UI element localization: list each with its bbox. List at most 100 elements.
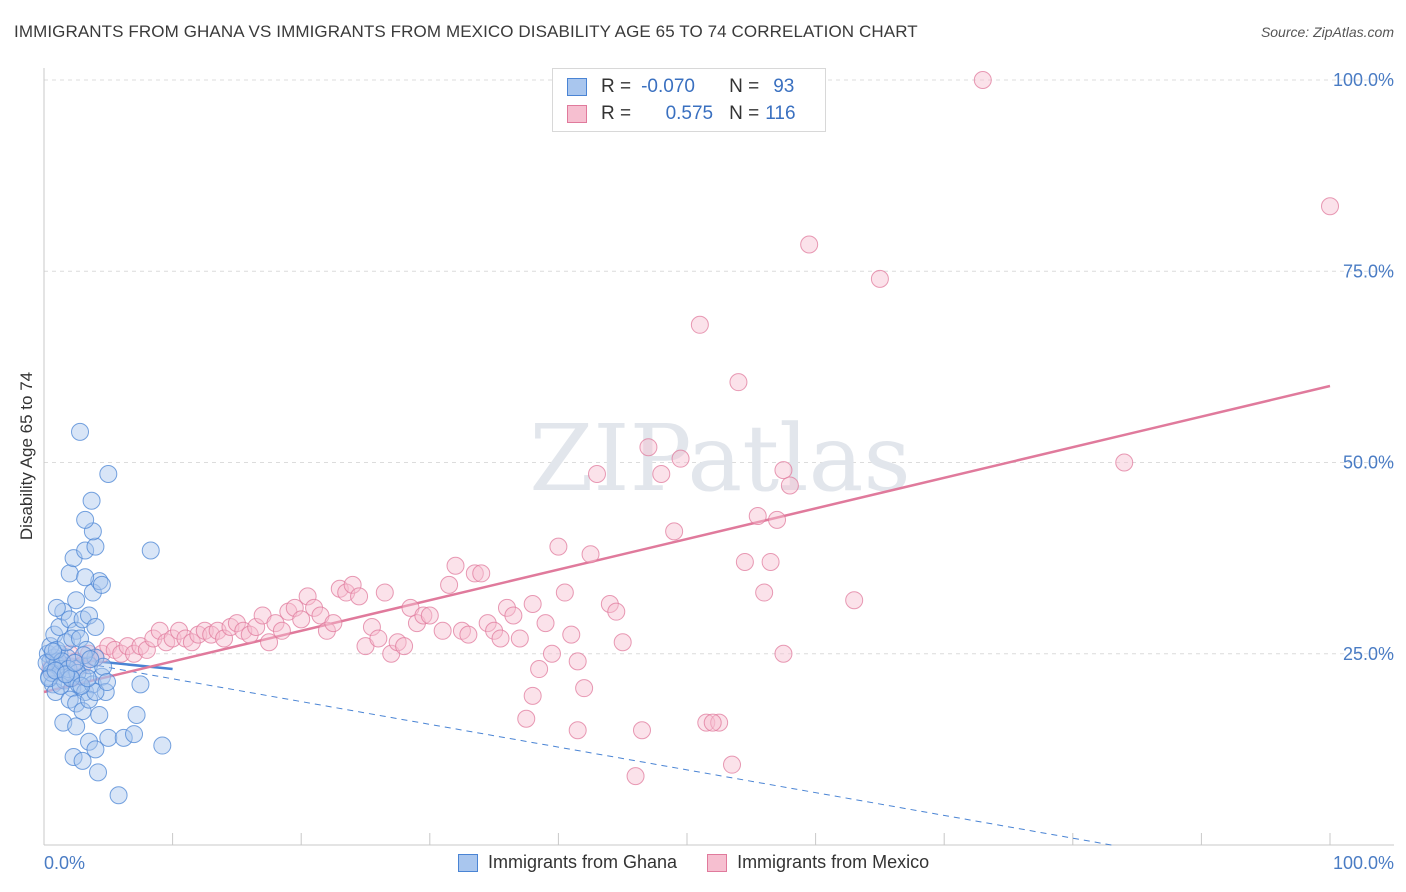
mexico-point-106 [768, 510, 787, 529]
ghana-point-55 [90, 705, 109, 724]
mexico-trend-line [43, 384, 1331, 694]
n-label: N = [729, 76, 760, 97]
ghana-point-63 [99, 728, 118, 747]
ghana-point-59 [86, 740, 105, 759]
mexico-point-52 [375, 583, 394, 602]
mexico-point-78 [555, 583, 574, 602]
mexico-point-35 [266, 614, 285, 633]
mexico-point-55 [395, 637, 414, 656]
stats-legend: R = -0.070 N = 93 R = 0.575 N = 116 [552, 68, 826, 132]
ghana-point-29 [60, 610, 79, 629]
mexico-point-20 [170, 621, 189, 640]
mexico-point-70 [497, 598, 516, 617]
ghana-point-27 [50, 617, 69, 636]
mexico-point-115 [774, 644, 793, 663]
mexico-point-81 [575, 679, 594, 698]
ghana-trend-extension [43, 655, 1112, 846]
mexico-point-68 [485, 621, 504, 640]
mexico-point-86 [587, 464, 606, 483]
legend-label-ghana: Immigrants from Ghana [488, 852, 678, 872]
y-tick-label-0: 25.0% [1343, 644, 1394, 664]
axes [43, 68, 1394, 846]
ghana-point-53 [80, 690, 99, 709]
mexico-point-47 [343, 575, 362, 594]
ghana-point-88 [98, 673, 117, 692]
mexico-point-43 [317, 621, 336, 640]
source-label: Source: ZipAtlas.com [1260, 24, 1394, 40]
n-value: 116 [765, 103, 796, 124]
ghana-point-37 [60, 564, 79, 583]
mexico-point-22 [182, 633, 201, 652]
ghana-point-67 [153, 736, 172, 755]
ghana-point-33 [86, 617, 105, 636]
ghana-point-80 [37, 653, 56, 672]
ghana-point-43 [82, 491, 101, 510]
mexico-point-80 [568, 652, 587, 671]
mexico-point-87 [639, 438, 658, 457]
mexico-point-69 [491, 629, 510, 648]
ghana-point-86 [78, 669, 97, 688]
mexico-legend-swatch [707, 853, 728, 872]
ghana-legend-swatch [458, 853, 478, 872]
y-tick-label-3: 100.0% [1333, 70, 1394, 90]
mexico-point-48 [350, 587, 369, 606]
mexico-point-99 [523, 686, 542, 705]
mexico-point-85 [613, 633, 632, 652]
ghana-point-40 [86, 537, 105, 556]
r-value: -0.070 [641, 76, 695, 97]
ghana-point-23 [92, 667, 111, 686]
mexico-point-76 [542, 644, 561, 663]
mexico-point-67 [478, 614, 497, 633]
mexico-point-65 [465, 564, 484, 583]
mexico-point-66 [472, 564, 491, 583]
mexico-point-90 [671, 449, 690, 468]
ghana-point-34 [47, 598, 66, 617]
ghana-point-49 [92, 575, 111, 594]
mexico-point-77 [549, 537, 568, 556]
ghana-point-66 [127, 705, 146, 724]
ghana-point-32 [80, 606, 99, 625]
ghana-point-68 [109, 786, 128, 805]
mexico-point-74 [530, 660, 549, 679]
ghana-point-64 [114, 728, 133, 747]
r-label: R = [601, 76, 632, 97]
mexico-point-79 [562, 625, 581, 644]
ghana-point-46 [141, 541, 160, 560]
mexico-point-75 [536, 614, 555, 633]
mexico-point-27 [215, 629, 234, 648]
mexico-point-114 [1321, 197, 1339, 216]
mexico-point-61 [440, 575, 459, 594]
mexico-point-39 [292, 610, 311, 629]
mexico-point-12 [118, 637, 137, 656]
mexico-point-44 [324, 614, 343, 633]
ghana-point-89 [44, 642, 63, 661]
mexico-point-93 [710, 713, 729, 732]
legend-row-mexico: R = 0.575 N = 116 [567, 102, 796, 126]
ghana-point-36 [83, 583, 102, 602]
ghana-point-61 [73, 751, 92, 770]
ghana-point-69 [131, 675, 150, 694]
ghana-swatch [567, 78, 587, 96]
mexico-point-103 [748, 507, 767, 526]
n-label: N = [729, 103, 760, 124]
mexico-point-34 [260, 633, 279, 652]
ghana-point-42 [76, 510, 95, 529]
ghana-point-58 [80, 732, 99, 751]
mexico-point-83 [600, 595, 619, 614]
mexico-point-91 [690, 315, 709, 334]
ghana-point-24 [96, 683, 115, 701]
ghana-point-48 [76, 568, 95, 587]
mexico-point-51 [369, 629, 388, 648]
ghana-point-39 [76, 541, 95, 560]
r-value: 0.575 [665, 103, 714, 124]
mexico-point-109 [800, 235, 819, 254]
n-value: 93 [773, 76, 795, 97]
gridlines [44, 79, 1394, 655]
ghana-point-45 [71, 422, 90, 441]
mexico-point-58 [414, 606, 433, 625]
mexico-point-60 [433, 621, 452, 640]
mexico-point-98 [517, 709, 536, 728]
mexico-point-73 [523, 595, 542, 614]
ghana-point-91 [65, 653, 84, 672]
mexico-point-50 [362, 617, 381, 636]
